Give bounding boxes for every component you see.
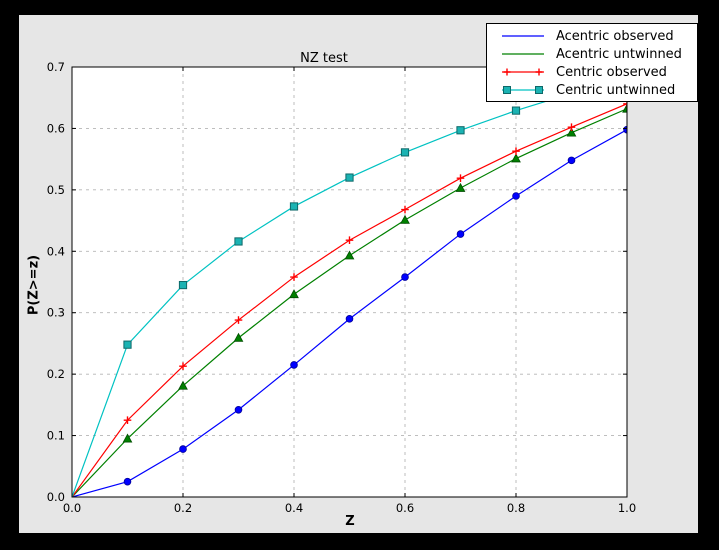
chart-title: NZ test [300,51,348,66]
y-tick-label: 0.0 [47,490,65,504]
plot-area [72,67,627,497]
marker-circle-icon [401,273,409,281]
marker-plus-icon [123,416,132,425]
marker-square-icon [178,280,188,290]
marker-plus-icon [401,205,409,214]
marker-triangle-up-icon [344,250,355,260]
x-tick-label: 0.4 [285,501,303,515]
marker-plus-icon [290,273,298,281]
marker-square-icon [400,148,410,157]
marker-circle-icon [345,315,354,323]
gridlines [72,67,627,497]
marker-triangle-up-icon [566,127,577,137]
legend-label: Acentric untwinned [556,46,682,62]
marker-plus-icon [179,362,187,370]
x-axis-label: Z [345,514,355,529]
marker-square-icon [511,106,521,115]
y-tick-label: 0.1 [47,429,65,443]
marker-square-icon [456,126,465,135]
figure-canvas: 0.0 0.2 0.4 0.6 0.8 1.0 0.0 0.1 0.2 0.3 0.4 0.5 0.6 0… [19,15,698,533]
marker-plus-icon [234,316,243,324]
series-centric-observed [72,100,627,497]
y-tick-label: 0.3 [47,306,65,320]
x-tick-label: 0.6 [396,501,414,515]
marker-square-icon [289,202,299,211]
marker-plus-icon [345,236,354,245]
marker-triangle-up-icon [233,332,244,342]
x-tick-label: 0.0 [63,501,81,515]
x-tick-label: 0.8 [507,501,525,515]
legend-label: Centric observed [556,64,667,80]
marker-circle-icon [234,405,243,414]
legend-line-sample-icon [502,86,544,94]
legend: Acentric observed Acentric untwinned Cen… [486,23,698,102]
marker-square-icon [345,173,354,182]
y-tick-label: 0.6 [47,121,65,135]
legend-marker-square-icon [535,86,543,94]
series-acentric-observed [72,125,627,497]
chart-svg: 0.0 0.2 0.4 0.6 0.8 1.0 0.0 0.1 0.2 0.3 0.4 0.5 0.6 0… [47,60,636,515]
legend-marker-plus-icon [535,68,543,76]
tick-labels: 0.0 0.2 0.4 0.6 0.8 1.0 0.0 0.1 0.2 0.3 0.4 0.5 0.6 0… [47,60,636,515]
marker-triangle-up-icon [511,153,521,163]
marker-circle-icon [290,361,298,369]
marker-triangle-up-icon [400,214,410,224]
axes-spines [71,66,628,498]
legend-item: Acentric observed [487,27,697,45]
marker-square-icon [123,340,132,349]
y-tick-label: 0.2 [47,367,65,381]
x-tick-label: 0.2 [174,501,192,515]
legend-line-sample-icon [502,35,544,37]
y-tick-label: 0.4 [47,244,65,258]
legend-item: Centric observed [487,63,697,81]
series-acentric-untwinned [72,103,627,497]
marker-square-icon [234,237,243,246]
legend-item: Centric untwinned [487,81,697,99]
x-tick-label: 1.0 [618,501,636,515]
y-tick-label: 0.7 [47,60,65,74]
marker-circle-icon [567,156,576,165]
y-tick-label: 0.5 [47,183,65,197]
marker-triangle-up-icon [289,289,299,299]
y-axis-label: P(Z>=z) [26,254,42,316]
marker-circle-icon [179,445,187,453]
marker-plus-icon [512,147,520,155]
marker-triangle-up-icon [622,103,627,113]
marker-triangle-up-icon [122,433,133,443]
legend-label: Acentric observed [556,28,674,44]
marker-circle-icon [456,230,465,238]
legend-line-sample-icon [502,68,544,76]
marker-plus-icon [567,123,576,131]
legend-line-sample-icon [502,53,544,55]
legend-marker-plus-icon [503,68,511,76]
marker-plus-icon [456,174,465,182]
legend-item: Acentric untwinned [487,45,697,63]
marker-plus-icon [623,100,627,108]
marker-circle-icon [123,477,132,486]
legend-label: Centric untwinned [556,82,676,98]
legend-marker-square-icon [503,86,511,94]
marker-triangle-up-icon [178,380,188,390]
marker-triangle-up-icon [455,182,466,192]
marker-circle-icon [512,192,520,200]
